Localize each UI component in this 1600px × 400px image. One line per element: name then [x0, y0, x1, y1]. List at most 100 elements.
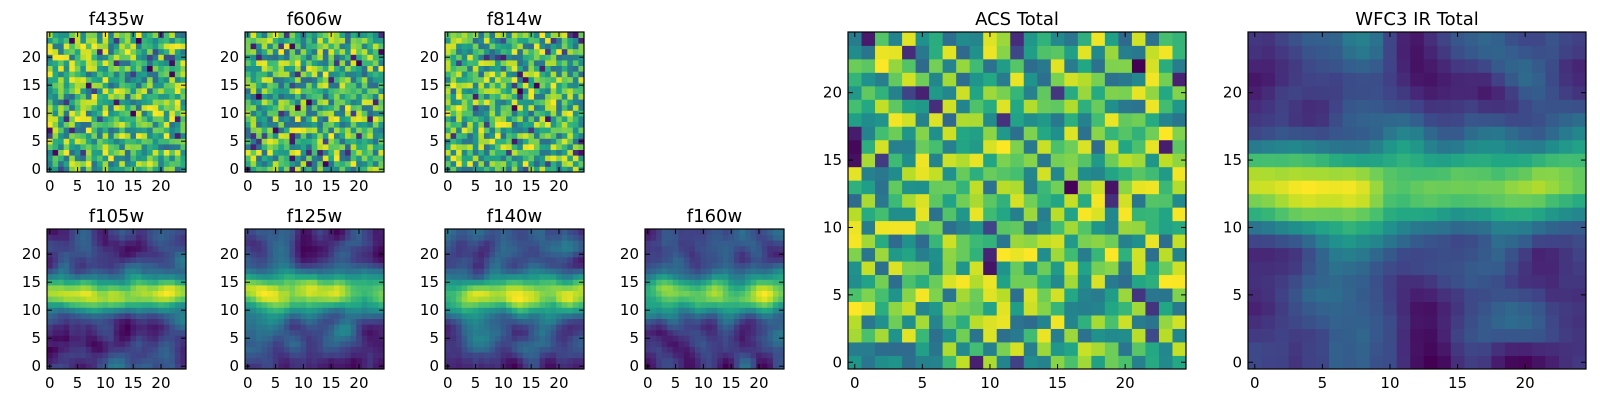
- heatmap-cell: [328, 60, 335, 66]
- heatmap-cell: [52, 245, 59, 252]
- heatmap-cell: [113, 104, 120, 111]
- heatmap-cell: [356, 60, 363, 66]
- heatmap-cell: [733, 245, 740, 252]
- heatmap-cell: [74, 82, 81, 89]
- heatmap-cell: [350, 268, 357, 275]
- heatmap-cell: [689, 273, 696, 280]
- heatmap-cell: [306, 268, 313, 275]
- heatmap-cell: [545, 166, 552, 173]
- heatmap-cell: [311, 268, 318, 275]
- y-tick-label: 15: [220, 76, 239, 94]
- heatmap-cell: [52, 341, 59, 347]
- heatmap-cell: [174, 110, 181, 117]
- heatmap-cell: [102, 324, 109, 331]
- heatmap-cell: [495, 54, 501, 61]
- heatmap-cell: [456, 318, 463, 325]
- heatmap-cell: [572, 65, 579, 72]
- heatmap-cell: [461, 318, 468, 325]
- heatmap-cell: [113, 251, 120, 258]
- heatmap-cell: [456, 71, 463, 78]
- heatmap-cell: [163, 48, 170, 55]
- heatmap-cell: [695, 335, 701, 342]
- heatmap-cell: [506, 160, 513, 167]
- heatmap-cell: [942, 207, 957, 222]
- heatmap-cell: [119, 127, 126, 134]
- heatmap-cell: [489, 229, 496, 235]
- heatmap-cell: [517, 121, 524, 128]
- heatmap-cell: [1091, 247, 1106, 262]
- heatmap-cell: [500, 234, 507, 241]
- heatmap-cell: [97, 352, 103, 359]
- heatmap-cell: [295, 160, 301, 167]
- heatmap-cell: [689, 251, 696, 258]
- heatmap-cell: [141, 149, 148, 156]
- heatmap-cell: [695, 279, 701, 286]
- heatmap-cell: [461, 268, 468, 275]
- heatmap-cell: [861, 315, 876, 329]
- heatmap-cell: [1131, 234, 1146, 249]
- heatmap-cell: [500, 257, 507, 263]
- heatmap-cell: [848, 247, 862, 262]
- heatmap-cell: [506, 138, 513, 145]
- heatmap-cell: [333, 324, 340, 331]
- heatmap-cell: [58, 121, 65, 128]
- heatmap-cell: [124, 245, 131, 252]
- heatmap-cell: [256, 43, 263, 50]
- heatmap-cell: [888, 328, 903, 343]
- heatmap-cell: [461, 37, 468, 44]
- heatmap-cell: [306, 116, 313, 122]
- heatmap-cell: [174, 127, 181, 134]
- heatmap-cell: [556, 257, 563, 263]
- heatmap-cell: [69, 155, 76, 162]
- heatmap-cell: [467, 43, 474, 50]
- heatmap-cell: [311, 352, 318, 359]
- heatmap-cell: [339, 234, 346, 241]
- heatmap-cell: [289, 301, 296, 308]
- heatmap-cell: [272, 54, 279, 61]
- heatmap-cell: [500, 335, 507, 342]
- heatmap-cell: [333, 357, 340, 364]
- heatmap-cell: [124, 155, 131, 162]
- heatmap-cell: [141, 155, 148, 162]
- heatmap-cell: [750, 307, 757, 314]
- heatmap-cell: [130, 290, 137, 297]
- heatmap-cell: [750, 251, 757, 258]
- heatmap-cell: [711, 363, 718, 370]
- heatmap-cell: [367, 329, 374, 336]
- heatmap-cell: [511, 99, 518, 106]
- heatmap-cell: [761, 329, 768, 336]
- heatmap-cell: [745, 245, 752, 252]
- heatmap-cell: [522, 357, 529, 364]
- heatmap-cell: [339, 110, 346, 117]
- heatmap-cell: [539, 60, 546, 66]
- heatmap-cell: [1158, 234, 1173, 249]
- heatmap-cell: [108, 234, 115, 241]
- heatmap-cell: [483, 104, 490, 111]
- heatmap-cell: [556, 160, 563, 167]
- heatmap-cell: [283, 335, 290, 342]
- heatmap-cell: [1064, 166, 1079, 181]
- heatmap-cell: [556, 138, 563, 145]
- heatmap-cell: [717, 307, 724, 314]
- heatmap-cell: [322, 357, 329, 364]
- heatmap-cell: [152, 262, 159, 269]
- heatmap-cell: [578, 93, 585, 100]
- heatmap-cell: [311, 346, 318, 353]
- heatmap-cell: [661, 318, 668, 325]
- heatmap-cell: [378, 257, 385, 263]
- heatmap-cell: [733, 268, 740, 275]
- heatmap-cell: [678, 318, 685, 325]
- y-tick-label: 5: [629, 329, 639, 347]
- heatmap-cell: [1077, 355, 1092, 370]
- heatmap-cell: [295, 240, 301, 247]
- heatmap-cell: [245, 48, 251, 55]
- heatmap-cell: [85, 144, 92, 150]
- heatmap-cell: [672, 346, 679, 353]
- heatmap-cell: [180, 149, 187, 156]
- heatmap-cell: [283, 48, 290, 55]
- heatmap-cell: [147, 166, 154, 173]
- heatmap-cell: [367, 71, 374, 78]
- heatmap-cell: [561, 32, 568, 38]
- heatmap-cell: [58, 268, 65, 275]
- heatmap-cell: [733, 251, 740, 258]
